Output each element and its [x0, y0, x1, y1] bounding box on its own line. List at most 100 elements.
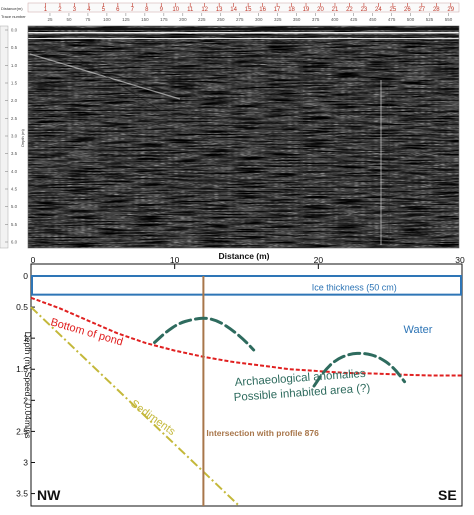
x-tick-label: 10: [170, 255, 180, 265]
top-tick-label: 11: [187, 7, 194, 13]
se-label: SE: [438, 487, 457, 503]
x-tick-label: 30: [455, 255, 465, 265]
depth-tick-label: 3.0: [11, 134, 18, 139]
top-tick-label: 21: [332, 7, 339, 13]
radar-depth-ruler: [0, 25, 9, 249]
top-tick-label: 20: [317, 7, 324, 13]
top-tick-label: 4: [87, 7, 91, 13]
depth-tick-label: 1.0: [11, 63, 18, 68]
depth-tick-label: 3.5: [11, 151, 18, 156]
trace-tick-label: 425: [350, 17, 358, 22]
trace-tick-label: 375: [312, 17, 320, 22]
top-tick-label: 1: [44, 7, 48, 13]
top-tick-label: 8: [145, 7, 149, 13]
top-tick-label: 24: [375, 7, 382, 13]
anomaly-2-curve: [312, 351, 407, 388]
trace-tick-label: 50: [66, 17, 72, 22]
ice-label: Ice thickness (50 cm): [312, 283, 397, 293]
x-axis-label: Distance (m): [218, 251, 269, 261]
top-tick-label: 23: [361, 7, 368, 13]
trace-tick-label: 100: [103, 17, 111, 22]
trace-tick-label: 500: [407, 17, 415, 22]
water-label: Water: [404, 324, 433, 336]
y-axis-label: Depth (m) Speed : 0.04m/ns: [23, 332, 33, 439]
intersection-label: Intersection with profile 876: [206, 428, 319, 438]
top-tick-label: 14: [230, 7, 237, 13]
depth-tick-label: 0.5: [11, 45, 18, 50]
plot-frame: [30, 263, 463, 507]
top-tick-label: 6: [116, 7, 120, 13]
x-tick-label: 20: [314, 255, 324, 265]
top-tick-label: 12: [201, 7, 208, 13]
trace-tick-label: 200: [179, 17, 187, 22]
trace-tick-label: 450: [369, 17, 377, 22]
depth-tick-label: 2.5: [11, 116, 18, 121]
top-tick-label: 9: [160, 7, 164, 13]
trace-tick-label: 25: [47, 17, 53, 22]
y-tick-label: 0.5: [16, 302, 28, 312]
radar-depth-label: Depth (m): [20, 128, 25, 146]
depth-tick-label: 4.5: [11, 187, 18, 192]
trace-tick-label: 225: [198, 17, 206, 22]
y-axis-ticks: 0 0.5 1 1.5 2 2.5 3 3.5: [16, 271, 35, 499]
trace-tick-label: 325: [274, 17, 282, 22]
ice-layer: [31, 275, 462, 296]
radar-trace-header: Trace number: [1, 14, 26, 19]
depth-tick-label: 1.5: [11, 81, 18, 86]
top-tick-label: 3: [73, 7, 77, 13]
top-tick-label: 5: [102, 7, 106, 13]
trace-tick-label: 125: [122, 17, 130, 22]
top-tick-label: 15: [245, 7, 252, 13]
nw-label: NW: [37, 487, 61, 503]
y-tick-label: 3: [23, 457, 28, 467]
radar-distance-header: Distance(m): [1, 6, 23, 11]
anomaly-1-curve: [153, 316, 256, 352]
depth-tick-label: 4.0: [11, 169, 18, 174]
y-tick-label: 0: [23, 271, 28, 281]
interpretation-panel: Distance (m) Depth (m) Speed : 0.04m/ns …: [16, 251, 465, 507]
x-axis-ticks: 0 10 20 30: [30, 255, 465, 269]
trace-tick-label: 475: [388, 17, 396, 22]
top-tick-label: 7: [131, 7, 135, 13]
y-tick-label: 1: [23, 333, 28, 343]
radar-trace-ticks: 25 50 75 100 125 150 175 200 225 250 275 300 325 350 3…: [47, 13, 453, 22]
top-tick-label: 25: [390, 7, 397, 13]
y-tick-label: 1.5: [16, 364, 28, 374]
top-tick-label: 29: [447, 7, 454, 13]
depth-tick-label: 2.0: [11, 98, 18, 103]
top-tick-label: 27: [418, 7, 425, 13]
trace-tick-label: 75: [85, 17, 91, 22]
top-tick-label: 13: [216, 7, 223, 13]
x-tick-label: 0: [31, 255, 36, 265]
trace-tick-label: 175: [160, 17, 168, 22]
top-tick-label: 16: [259, 7, 266, 13]
top-tick-label: 28: [433, 7, 440, 13]
top-tick-label: 18: [288, 7, 295, 13]
top-tick-label: 26: [404, 7, 411, 13]
trace-tick-label: 525: [426, 17, 434, 22]
top-tick-label: 2: [58, 7, 62, 13]
trace-tick-label: 550: [445, 17, 453, 22]
depth-tick-label: 6.0: [11, 240, 18, 245]
y-tick-label: 3.5: [16, 489, 28, 499]
y-tick-label: 2.5: [16, 426, 28, 436]
radargram-panel: Distance(m) Trace number Depth (m) 0.00.…: [0, 2, 460, 249]
trace-tick-label: 350: [293, 17, 301, 22]
top-tick-label: 22: [346, 7, 353, 13]
trace-tick-label: 150: [141, 17, 149, 22]
top-tick-label: 10: [172, 7, 179, 13]
y-tick-label: 2: [23, 395, 28, 405]
radargram-image: [28, 26, 459, 248]
trace-tick-label: 275: [236, 17, 244, 22]
depth-tick-label: 5.0: [11, 204, 18, 209]
trace-tick-label: 400: [331, 17, 339, 22]
sediments-line: [30, 306, 240, 507]
radar-depth-ticks: 0.0 0.5 1.0 1.5 2.0 2.5 3.0 3.5 4.0 4.5 5.0 5.5 6.0: [5, 28, 18, 245]
depth-tick-label: 0.0: [11, 28, 18, 33]
top-tick-label: 19: [303, 7, 310, 13]
radar-top-ruler: [27, 2, 460, 13]
radar-top-ticks: 1 2 3 4 5 6 7 8 9 10 11 12 13 14 15 16 17 18 19 20 21 22 23 24 2…: [44, 3, 455, 13]
depth-tick-label: 5.5: [11, 222, 18, 227]
trace-tick-label: 250: [217, 17, 225, 22]
